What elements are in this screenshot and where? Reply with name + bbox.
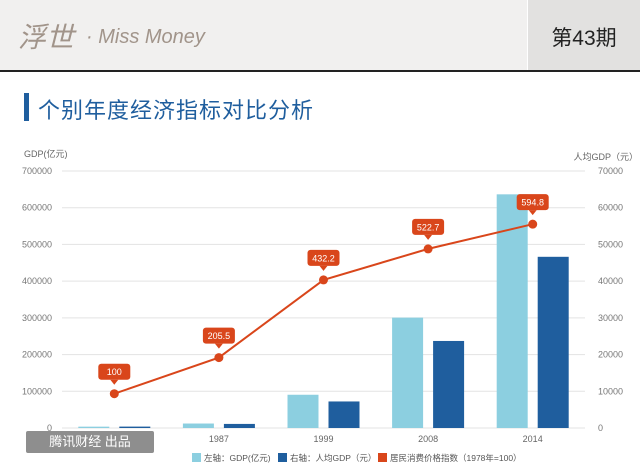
cpi-point [109, 389, 119, 399]
right-tick-label: 20000 [598, 350, 623, 360]
cpi-label-pointer [110, 379, 119, 385]
left-tick-label: 300000 [22, 313, 52, 323]
per-capita-bar [433, 340, 465, 428]
right-tick-label: 40000 [598, 276, 623, 286]
x-tick-label: 1987 [209, 434, 229, 444]
per-capita-bar [119, 426, 151, 428]
per-capita-bar [223, 423, 255, 428]
cpi-label-bubble [516, 194, 549, 211]
cpi-line: 100 205.5 432.2 522.7 594.8 [98, 194, 549, 399]
bars [78, 194, 569, 428]
cpi-label-bubble [202, 327, 235, 344]
gdp-bar [78, 426, 110, 428]
left-axis-label: GDP(亿元) [24, 148, 68, 159]
left-axis-ticks: 0 100000 200000 300000 400000 500000 600000 700… [22, 166, 52, 433]
cpi-point [319, 275, 328, 285]
legend-label: 左轴：GDP(亿元) [204, 453, 271, 463]
left-tick-label: 200000 [22, 350, 52, 360]
per-capita-bar [537, 256, 569, 428]
cpi-label-pointer [424, 234, 433, 240]
cpi-label-bubble [307, 249, 340, 266]
cpi-label-pointer [528, 210, 537, 216]
x-tick-label: 1999 [313, 434, 333, 444]
cpi-point [214, 353, 224, 363]
cpi-data-label: 594.8 [521, 198, 544, 208]
cpi-label-bubble [98, 363, 131, 380]
right-tick-label: 50000 [598, 239, 623, 249]
cpi-label-pointer [319, 265, 328, 271]
gdp-bar [496, 194, 528, 428]
cpi-data-label: 205.5 [208, 331, 231, 341]
legend-label: 居民消费价格指数（1978年=100） [390, 453, 522, 463]
right-tick-label: 10000 [598, 386, 623, 396]
gdp-bar [287, 394, 319, 428]
x-tick-label: 2014 [523, 434, 543, 444]
right-tick-label: 70000 [598, 166, 623, 176]
section-title: 个别年度经济指标对比分析 [38, 98, 315, 123]
right-tick-label: 0 [598, 423, 603, 433]
watermark: 腾讯财经 出品 [26, 431, 154, 453]
page-header: 浮世 · Miss Money 第43期 [0, 0, 640, 72]
right-axis-ticks: 0 10000 20000 30000 40000 50000 60000 70000 [598, 166, 623, 433]
right-tick-label: 30000 [598, 313, 623, 323]
left-tick-label: 100000 [22, 386, 52, 396]
left-tick-label: 500000 [22, 239, 52, 249]
left-tick-label: 0 [47, 423, 52, 433]
legend-swatch [378, 453, 387, 462]
x-axis-labels: 19781987199920082014 [104, 434, 542, 444]
cpi-line-path [113, 223, 533, 395]
title-accent-bar [24, 93, 29, 121]
cpi-label-pointer [214, 343, 223, 349]
cpi-point [528, 219, 538, 229]
gdp-bar [182, 423, 214, 428]
issue-badge: 第43期 [527, 0, 640, 70]
cpi-data-label: 100 [107, 367, 122, 377]
left-tick-label: 700000 [22, 166, 52, 176]
cpi-data-label: 522.7 [417, 222, 440, 232]
cpi-label-bubble [412, 218, 445, 235]
left-tick-label: 600000 [22, 203, 52, 213]
right-axis-label: 人均GDP（元） [573, 151, 638, 162]
cpi-data-label: 432.2 [312, 253, 335, 263]
gdp-bar [392, 317, 424, 428]
cpi-point [423, 244, 433, 254]
brand-subtitle: · Miss Money [86, 26, 205, 48]
brand-name: 浮世 [18, 23, 75, 54]
right-tick-label: 60000 [598, 203, 623, 213]
per-capita-bar [328, 401, 360, 428]
legend-swatch [192, 453, 201, 462]
legend-swatch [278, 453, 287, 462]
legend: 左轴：GDP(亿元) 右轴：人均GDP（元） 居民消费价格指数（1978年=100） [192, 453, 522, 463]
left-tick-label: 400000 [22, 276, 52, 286]
issue-number: 第43期 [551, 27, 617, 50]
x-tick-label: 2008 [418, 434, 438, 444]
legend-label: 右轴：人均GDP（元） [290, 453, 376, 463]
